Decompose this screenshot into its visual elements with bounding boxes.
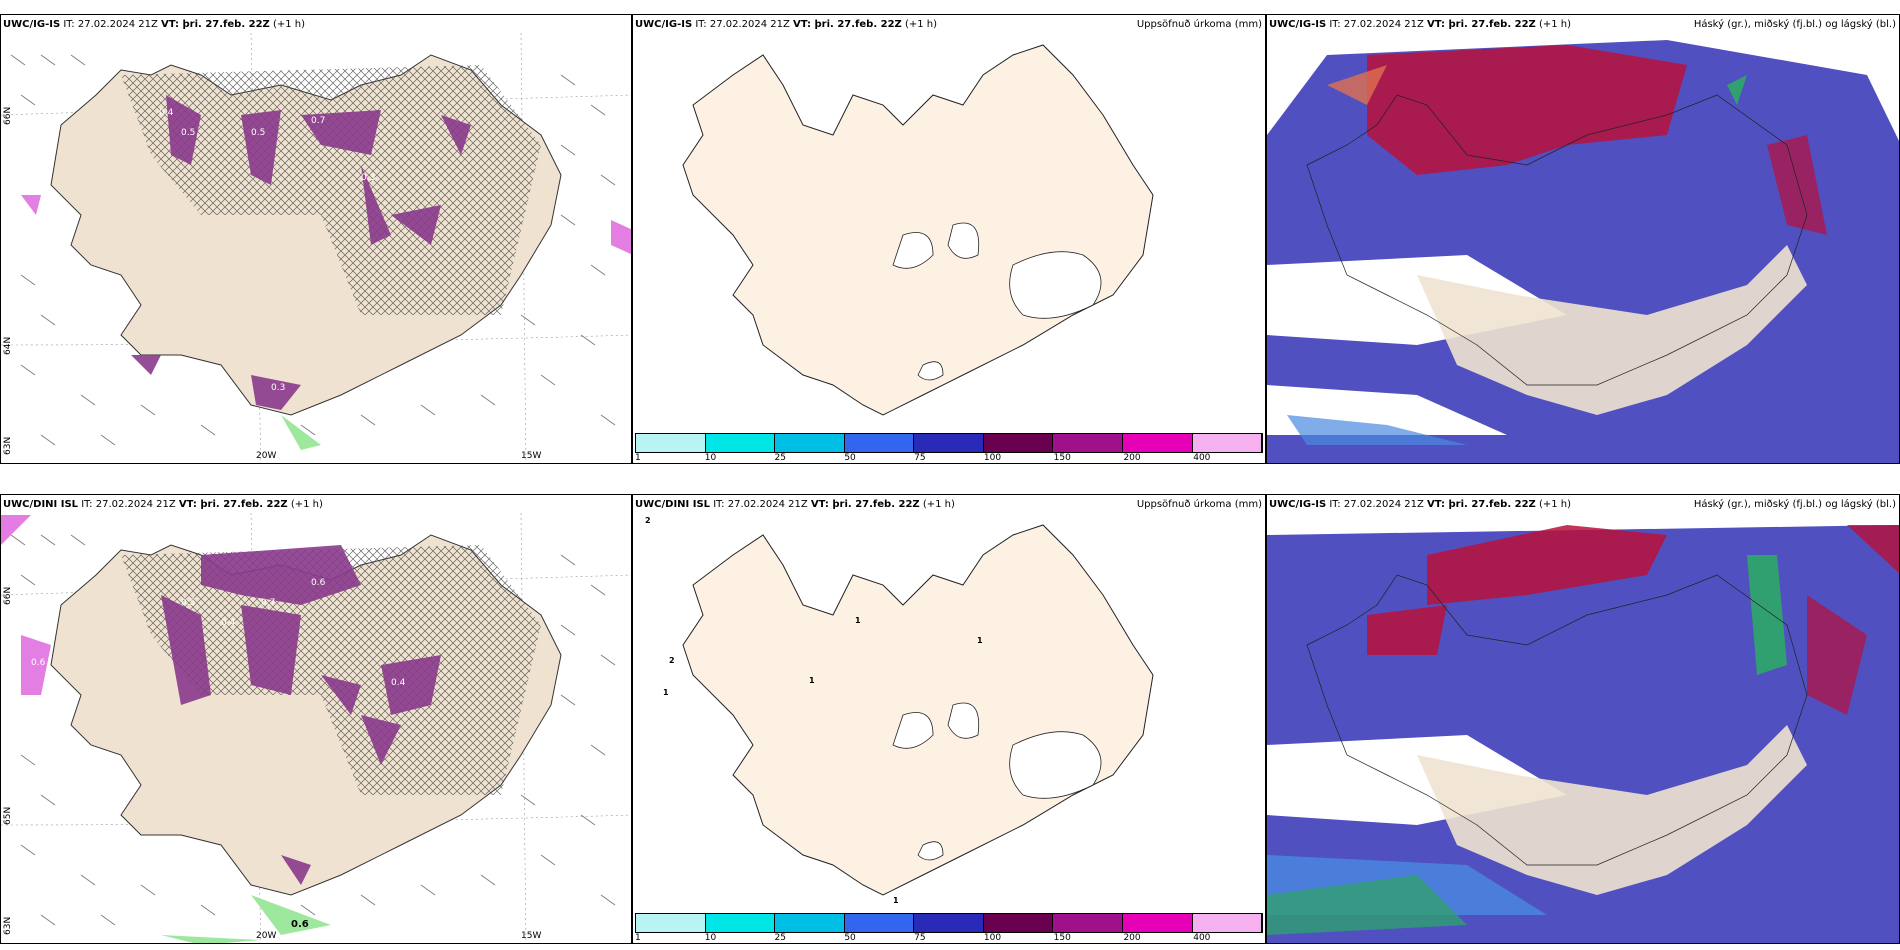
svg-text:0.4: 0.4 [159, 108, 174, 118]
colorbar-tick-label: 400 [1193, 933, 1211, 943]
precip-colorbar [635, 913, 1263, 933]
colorbar-swatch [636, 434, 706, 452]
wind-precip-map: 0.4 0.5 0.5 0.7 0.3 0.3 [1, 32, 631, 463]
svg-text:0.6: 0.6 [291, 919, 309, 930]
accumulated-precip-map: 2 2 1 1 1 1 1 [645, 516, 1154, 905]
lon-label-20w: 20W [256, 931, 277, 941]
map-panel-r1c3: UWC/IG-IS IT: 27.02.2024 21Z VT: þri. 27… [1266, 14, 1900, 464]
colorbar-tick-label: 75 [914, 453, 926, 463]
colorbar-tick-label: 150 [1053, 933, 1071, 943]
svg-text:0.6: 0.6 [31, 658, 46, 668]
colorbar-tick-label: 75 [914, 933, 926, 943]
lon-label-15w: 15W [521, 451, 542, 461]
colorbar-swatch [636, 914, 706, 932]
precip-values: 0.5 0.4 0.7 0.6 0.4 0.6 [31, 578, 406, 688]
svg-text:0.7: 0.7 [261, 598, 275, 608]
wind-precip-map: 0.5 0.4 0.7 0.6 0.4 0.6 0.6 [1, 512, 631, 943]
svg-text:0.4: 0.4 [391, 678, 406, 688]
colorbar-tick-label: 200 [1123, 933, 1141, 943]
precip-colorbar-labels: 1 10 25 50 75 100 150 200 400 [635, 933, 1265, 943]
precip-colorbar [635, 433, 1263, 453]
iceland-land [682, 44, 1154, 416]
colorbar-tick-label: 10 [704, 933, 717, 943]
colorbar-swatch [914, 914, 984, 932]
svg-text:0.5: 0.5 [181, 128, 195, 138]
colorbar-swatch [1053, 434, 1123, 452]
map-panel-r2c3: UWC/IG-IS IT: 27.02.2024 21Z VT: þri. 27… [1266, 494, 1900, 944]
lat-label-65n: 65N [3, 806, 13, 825]
map-panel-r2c2: UWC/DINI ISL IT: 27.02.2024 21Z VT: þri.… [632, 494, 1266, 944]
precip-label: 2 [645, 516, 651, 525]
colorbar-tick-label: 1 [635, 933, 641, 943]
colorbar-tick-label: 200 [1123, 453, 1141, 463]
panel-header: UWC/IG-IS IT: 27.02.2024 21Z VT: þri. 27… [1269, 499, 1572, 510]
panel-title: Háský (gr.), miðský (fj.bl.) og lágský (… [1693, 19, 1896, 30]
map-panel-r2c1: UWC/DINI ISL IT: 27.02.2024 21Z VT: þri.… [0, 494, 632, 944]
panel-title: Uppsöfnuð úrkoma (mm) [1136, 499, 1262, 510]
lat-label-64n: 64N [3, 336, 13, 355]
precip-values: 0.4 0.5 0.5 0.7 0.3 0.3 [159, 108, 375, 393]
svg-text:0.6: 0.6 [311, 578, 326, 588]
colorbar-swatch [775, 434, 845, 452]
precip-colorbar-labels: 1 10 25 50 75 100 150 200 400 [635, 453, 1265, 463]
colorbar-swatch [844, 434, 915, 452]
panel-header: UWC/IG-IS IT: 27.02.2024 21Z VT: þri. 27… [1269, 19, 1572, 30]
precip-label: 1 [855, 616, 861, 625]
iceland-land [682, 524, 1154, 896]
lon-label-20w: 20W [256, 451, 277, 461]
colorbar-swatch [914, 434, 984, 452]
svg-text:0.4: 0.4 [221, 618, 236, 628]
precip-label: 1 [893, 896, 899, 905]
colorbar-swatch [1192, 914, 1263, 932]
colorbar-swatch [1053, 914, 1123, 932]
colorbar-tick-label: 100 [983, 453, 1002, 463]
lat-label-66n: 66N [3, 586, 13, 605]
colorbar-tick-label: 100 [983, 933, 1002, 943]
lat-label-63n: 63N [3, 916, 13, 935]
colorbar-swatch [1122, 434, 1193, 452]
precip-point-labels: 2 2 1 1 1 1 1 [645, 516, 983, 905]
panel-header: UWC/IG-IS IT: 27.02.2024 21Z VT: þri. 27… [635, 19, 938, 30]
cloud-cover-map [1267, 33, 1899, 463]
svg-text:0.3: 0.3 [271, 383, 285, 393]
map-panel-r1c2: UWC/IG-IS IT: 27.02.2024 21Z VT: þri. 27… [632, 14, 1266, 464]
lat-label-63n: 63N [3, 436, 13, 455]
svg-text:0.7: 0.7 [311, 116, 325, 126]
precip-label: 1 [663, 688, 669, 697]
colorbar-tick-label: 50 [844, 933, 856, 943]
panel-header: UWC/DINI ISL IT: 27.02.2024 21Z VT: þri.… [3, 499, 323, 510]
iceland-land [1417, 725, 1807, 895]
colorbar-tick-label: 50 [844, 453, 856, 463]
colorbar-tick-label: 1 [635, 453, 641, 463]
map-panel-r1c1: UWC/IG-IS IT: 27.02.2024 21Z VT: þri. 27… [0, 14, 632, 464]
panel-title: Uppsöfnuð úrkoma (mm) [1136, 19, 1262, 30]
panel-header: UWC/IG-IS IT: 27.02.2024 21Z VT: þri. 27… [3, 19, 306, 30]
iceland-land [1417, 245, 1807, 415]
colorbar-tick-label: 10 [704, 453, 717, 463]
svg-text:0.3: 0.3 [361, 173, 375, 183]
colorbar-swatch [705, 914, 776, 932]
lat-label-66n: 66N [3, 106, 13, 125]
precip-label: 2 [669, 656, 675, 665]
accumulated-precip-map [682, 44, 1154, 416]
colorbar-swatch [983, 434, 1054, 452]
precip-label: 1 [809, 676, 815, 685]
panel-title: Háský (gr.), miðský (fj.bl.) og lágský (… [1693, 499, 1896, 510]
precip-label: 1 [977, 636, 983, 645]
lon-label-15w: 15W [521, 931, 542, 941]
colorbar-swatch [1192, 434, 1263, 452]
colorbar-tick-label: 400 [1193, 453, 1211, 463]
colorbar-tick-label: 150 [1053, 453, 1071, 463]
colorbar-swatch [1122, 914, 1193, 932]
colorbar-swatch [844, 914, 915, 932]
colorbar-swatch [983, 914, 1054, 932]
svg-text:0.5: 0.5 [251, 128, 265, 138]
svg-text:0.5: 0.5 [181, 598, 195, 608]
colorbar-swatch [705, 434, 776, 452]
colorbar-tick-label: 25 [774, 933, 786, 943]
colorbar-swatch [775, 914, 845, 932]
panel-header: UWC/DINI ISL IT: 27.02.2024 21Z VT: þri.… [635, 499, 955, 510]
colorbar-tick-label: 25 [774, 453, 786, 463]
cloud-cover-map [1267, 513, 1899, 943]
